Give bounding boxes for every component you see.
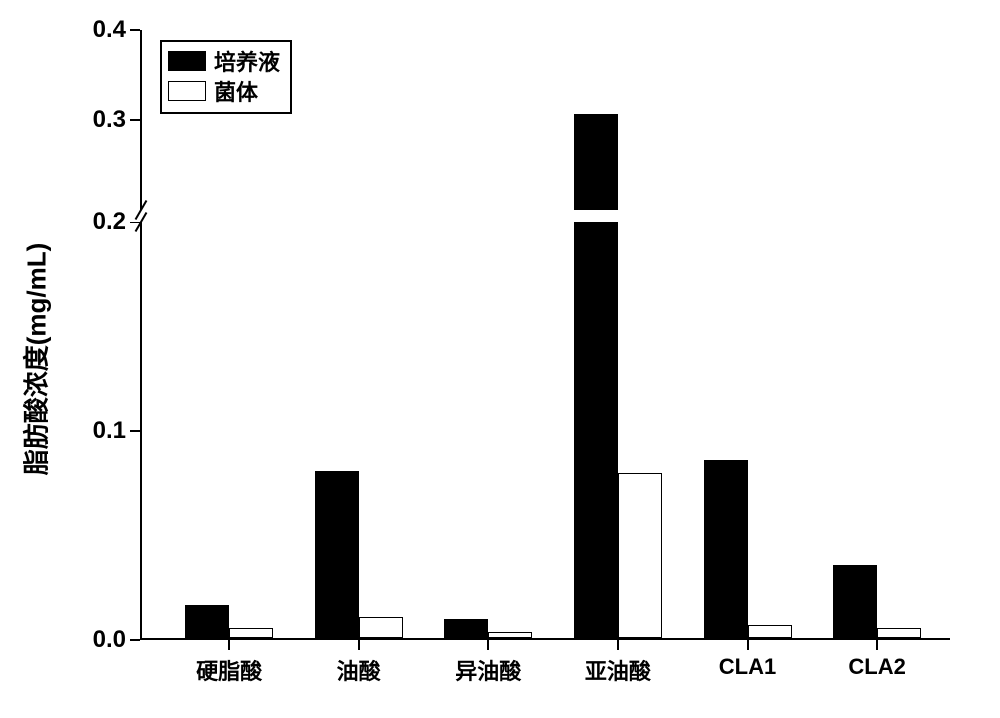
- bar-hollow: [748, 625, 792, 638]
- bar-solid: [833, 565, 877, 638]
- bar-hollow: [618, 473, 662, 638]
- legend-swatch-solid: [168, 51, 206, 71]
- x-tick-label: CLA2: [848, 654, 905, 680]
- y-axis-label: 脂肪酸浓度(mg/mL): [17, 243, 54, 476]
- x-tick-label: 硬脂酸: [196, 654, 262, 686]
- x-tick-label: 异油酸: [455, 654, 521, 686]
- x-tick: [747, 640, 749, 650]
- x-tick: [228, 640, 230, 650]
- bar-solid: [574, 114, 618, 639]
- legend: 培养液 菌体: [160, 40, 292, 114]
- chart-container: 脂肪酸浓度(mg/mL) 0.00.10.20.30.4 硬脂酸油酸异油酸亚油酸…: [0, 0, 1000, 718]
- legend-row-1: 菌体: [168, 76, 280, 106]
- y-axis-line: [140, 30, 142, 640]
- x-tick-label: 油酸: [337, 654, 381, 686]
- bar-hollow: [877, 628, 921, 638]
- bar-solid: [704, 460, 748, 638]
- y-tick-label: 0.4: [93, 16, 126, 44]
- bar-solid: [444, 619, 488, 638]
- bar-hollow: [359, 617, 403, 638]
- x-tick-label: 亚油酸: [585, 654, 651, 686]
- legend-swatch-hollow: [168, 81, 206, 101]
- y-tick: [130, 639, 140, 641]
- x-tick-label: CLA1: [719, 654, 776, 680]
- x-tick: [487, 640, 489, 650]
- x-tick: [617, 640, 619, 650]
- bar-hollow: [488, 632, 532, 638]
- y-tick: [130, 29, 140, 31]
- y-tick-label: 0.3: [93, 106, 126, 134]
- x-tick: [358, 640, 360, 650]
- bar-break-gap: [571, 210, 621, 222]
- y-tick-label: 0.1: [93, 417, 126, 445]
- y-tick: [130, 119, 140, 121]
- y-tick: [130, 430, 140, 432]
- y-tick-label: 0.2: [93, 208, 126, 236]
- x-tick: [876, 640, 878, 650]
- x-axis-line: [140, 638, 950, 640]
- plot-area: 0.00.10.20.30.4 硬脂酸油酸异油酸亚油酸CLA1CLA2: [140, 30, 950, 640]
- bar-hollow: [229, 628, 273, 638]
- legend-label-1: 菌体: [214, 75, 258, 107]
- legend-label-0: 培养液: [214, 45, 280, 77]
- bar-solid: [185, 605, 229, 638]
- bar-solid: [315, 471, 359, 638]
- legend-row-0: 培养液: [168, 46, 280, 76]
- y-tick-label: 0.0: [93, 626, 126, 654]
